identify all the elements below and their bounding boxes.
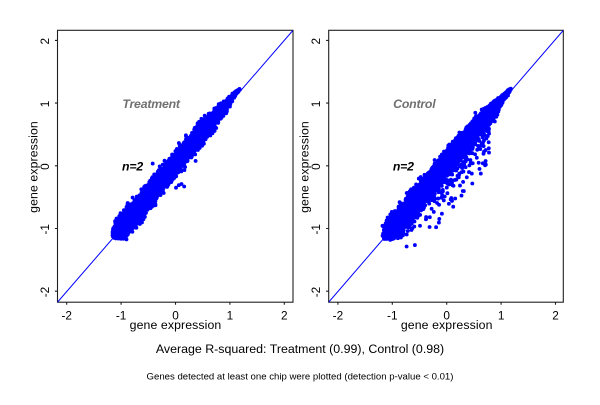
svg-text:-2: -2: [309, 287, 323, 298]
svg-text:-2: -2: [38, 287, 52, 298]
svg-text:gene expression: gene expression: [401, 318, 493, 332]
svg-text:1: 1: [38, 101, 52, 108]
svg-text:-1: -1: [38, 224, 52, 235]
svg-text:2: 2: [38, 38, 52, 45]
svg-text:Average R-squared: Treatment (: Average R-squared: Treatment (0.99), Con…: [156, 342, 444, 356]
svg-text:gene expression: gene expression: [298, 121, 312, 213]
svg-text:-2: -2: [61, 308, 72, 322]
svg-text:2: 2: [281, 308, 288, 322]
svg-text:Genes detected at least one ch: Genes detected at least one chip were pl…: [147, 372, 454, 383]
svg-text:0: 0: [309, 163, 323, 170]
svg-text:0: 0: [443, 308, 450, 322]
svg-text:0: 0: [38, 163, 52, 170]
svg-text:-2: -2: [333, 308, 344, 322]
svg-text:1: 1: [227, 308, 234, 322]
svg-text:n=2: n=2: [122, 159, 143, 173]
svg-text:Control: Control: [393, 97, 436, 111]
svg-text:-1: -1: [116, 308, 127, 322]
svg-text:-1: -1: [387, 308, 398, 322]
svg-text:-1: -1: [309, 224, 323, 235]
svg-text:2: 2: [309, 38, 323, 45]
svg-text:gene expression: gene expression: [130, 318, 222, 332]
svg-text:Treatment: Treatment: [122, 97, 181, 111]
svg-text:n=2: n=2: [393, 159, 414, 173]
svg-text:1: 1: [309, 101, 323, 108]
svg-text:gene expression: gene expression: [27, 121, 41, 213]
svg-text:2: 2: [552, 308, 559, 322]
svg-text:1: 1: [498, 308, 505, 322]
svg-text:0: 0: [172, 308, 179, 322]
